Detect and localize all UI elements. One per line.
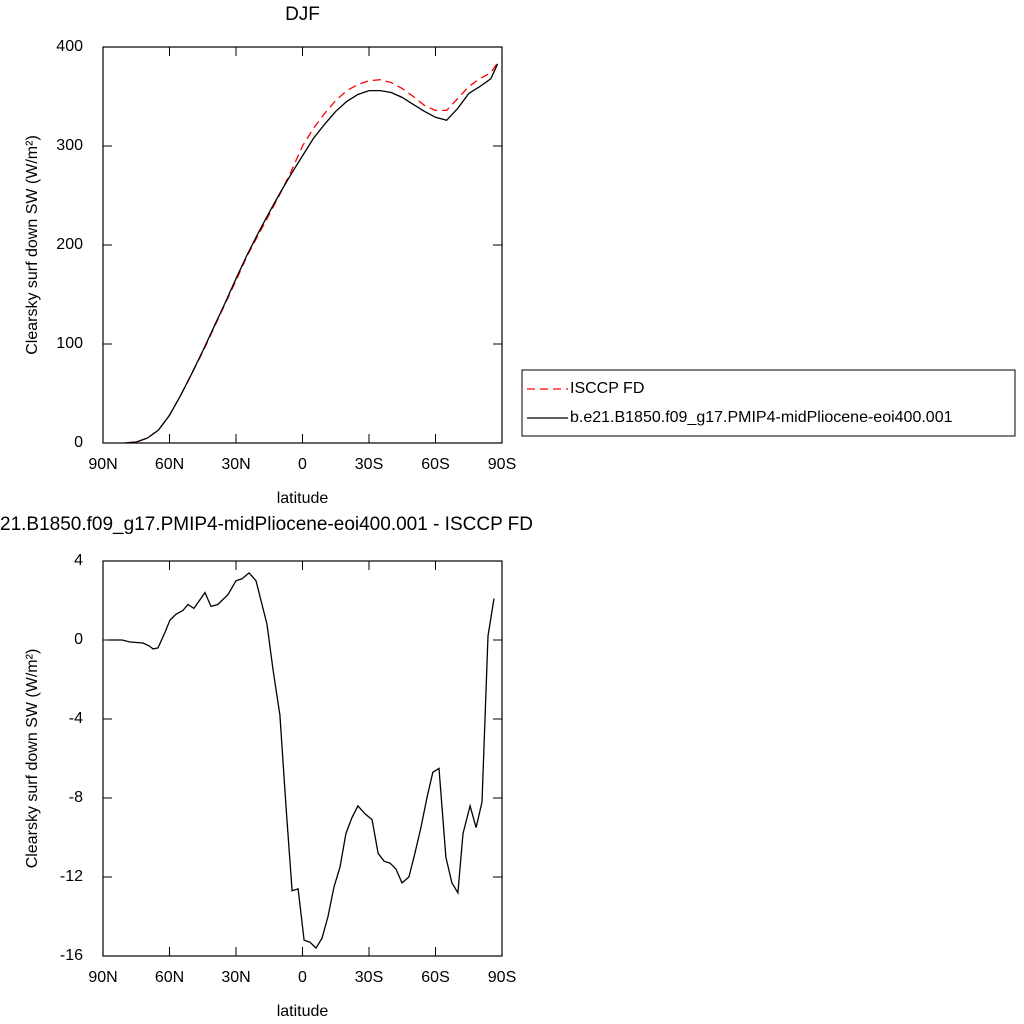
- x-axis-label: latitude: [277, 490, 329, 507]
- y-tick-label: 200: [56, 236, 83, 253]
- x-tick-label: 90N: [88, 969, 117, 986]
- legend-box: [521, 369, 1016, 437]
- y-tick-label: -16: [60, 947, 83, 964]
- x-tick-label: 60S: [421, 456, 449, 473]
- y-tick-label: 0: [74, 434, 83, 451]
- x-tick-label: 30N: [221, 456, 250, 473]
- y-axis-label: Clearsky surf down SW (W/m²): [24, 649, 41, 869]
- y-tick-label: 400: [56, 38, 83, 55]
- y-tick-label: -8: [69, 789, 83, 806]
- x-tick-label: 0: [298, 969, 307, 986]
- y-tick-label: -4: [69, 710, 83, 727]
- plot-frame: [102, 560, 503, 957]
- legend-label: ISCCP FD: [570, 380, 644, 397]
- x-tick-label: 90N: [88, 456, 117, 473]
- x-tick-label: 30S: [355, 969, 383, 986]
- y-tick-label: 0: [74, 631, 83, 648]
- x-axis-label: latitude: [277, 1003, 329, 1020]
- x-tick-label: 60N: [155, 969, 184, 986]
- x-tick-label: 60S: [421, 969, 449, 986]
- plot-frame: [102, 46, 503, 444]
- data-line: [125, 63, 499, 444]
- data-line: [125, 62, 499, 444]
- data-line: [108, 571, 495, 950]
- y-axis-label: Clearsky surf down SW (W/m²): [24, 135, 41, 355]
- x-tick-label: 60N: [155, 456, 184, 473]
- x-tick-label: 30N: [221, 969, 250, 986]
- x-tick-label: 30S: [355, 456, 383, 473]
- x-tick-label: 90S: [488, 969, 516, 986]
- x-tick-label: 0: [298, 456, 307, 473]
- y-tick-label: -12: [60, 868, 83, 885]
- legend-label: b.e21.B1850.f09_g17.PMIP4-midPliocene-eo…: [570, 409, 953, 426]
- chart-title: DJF: [285, 4, 320, 25]
- x-tick-label: 90S: [488, 456, 516, 473]
- y-tick-label: 300: [56, 137, 83, 154]
- chart-title: 21.B1850.f09_g17.PMIP4-midPliocene-eoi40…: [0, 514, 533, 535]
- y-tick-label: 100: [56, 335, 83, 352]
- y-tick-label: 4: [74, 552, 83, 569]
